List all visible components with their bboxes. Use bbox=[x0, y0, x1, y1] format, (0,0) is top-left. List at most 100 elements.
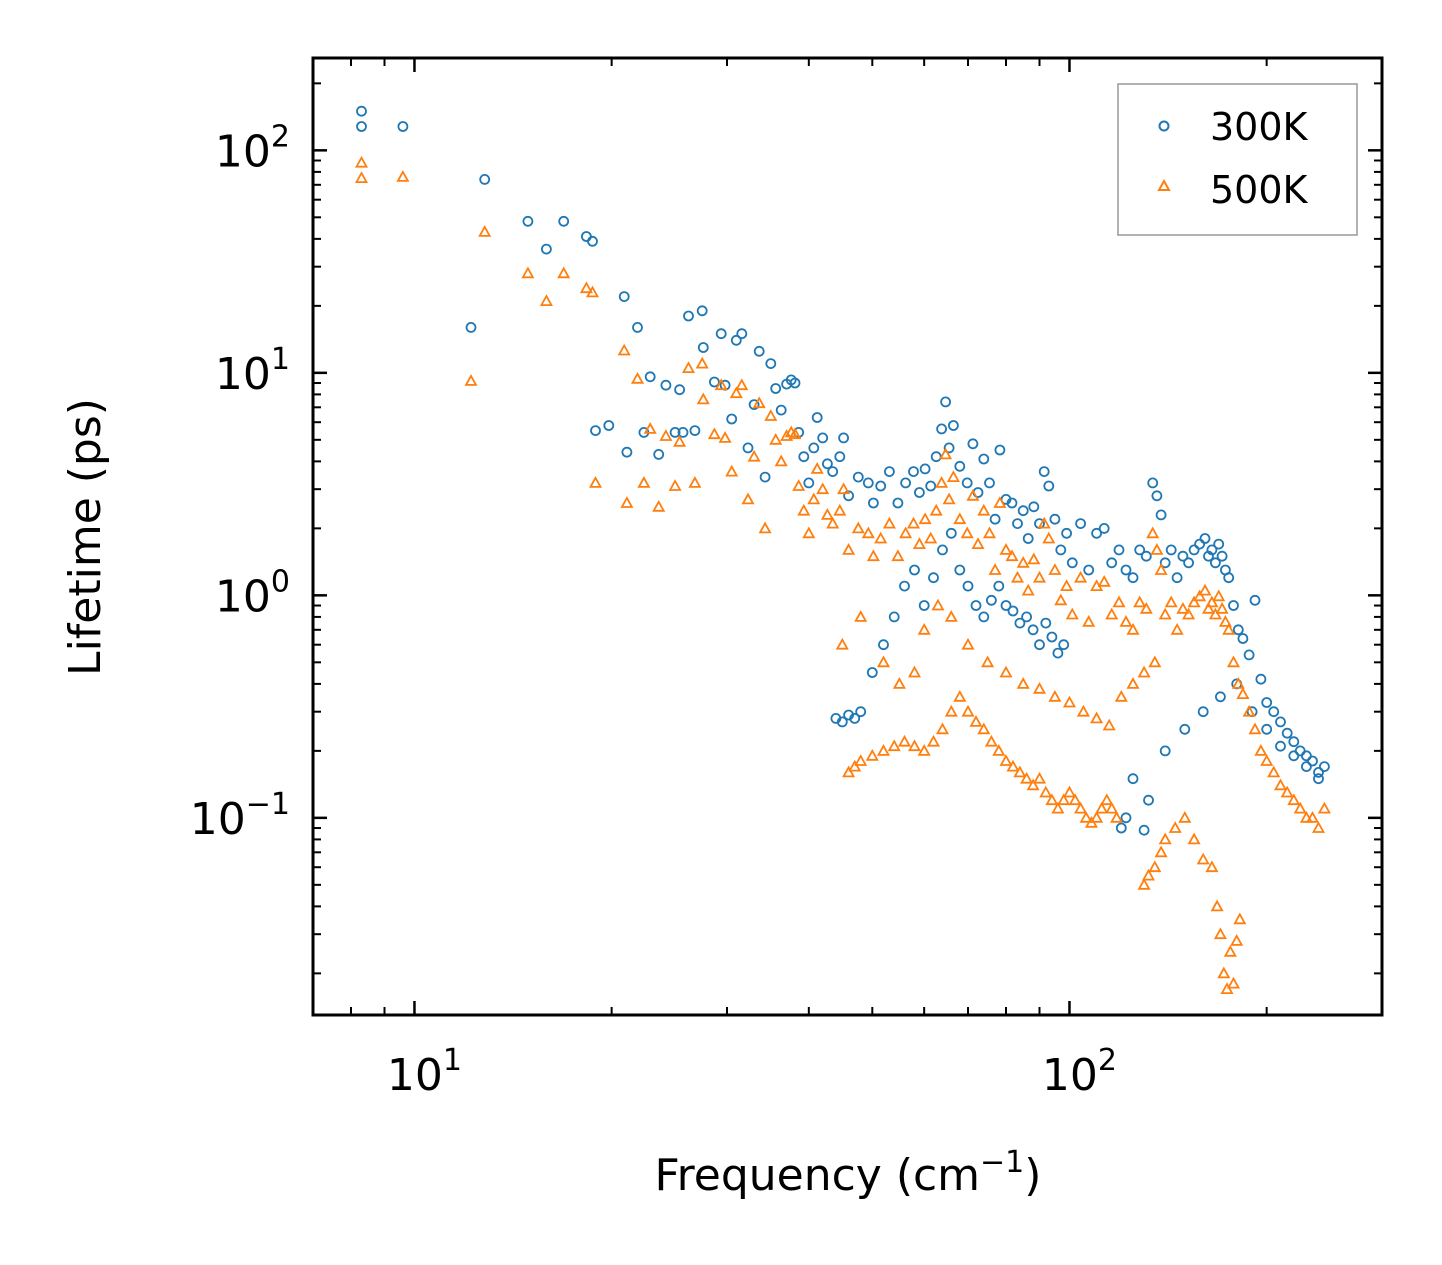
point-500k bbox=[1068, 793, 1082, 806]
point-500k bbox=[752, 396, 766, 409]
point-500k bbox=[865, 748, 879, 761]
point-300k bbox=[1237, 633, 1249, 644]
point-500k bbox=[929, 503, 943, 516]
point-500k bbox=[1037, 516, 1051, 529]
point-500k bbox=[1062, 785, 1077, 798]
point-300k bbox=[1127, 773, 1139, 785]
point-500k bbox=[1158, 607, 1172, 620]
point-500k bbox=[876, 655, 891, 668]
point-500k bbox=[688, 476, 702, 488]
point-300k bbox=[677, 426, 689, 438]
point-300k bbox=[1106, 557, 1118, 569]
point-300k bbox=[1091, 527, 1102, 539]
point-300k bbox=[1213, 538, 1225, 550]
point-300k bbox=[1046, 631, 1058, 643]
point-500k bbox=[1137, 877, 1151, 890]
point-300k bbox=[827, 466, 839, 478]
point-500k bbox=[718, 431, 732, 443]
point-300k bbox=[817, 432, 829, 444]
point-300k bbox=[683, 310, 694, 322]
point-300k bbox=[868, 497, 879, 509]
point-500k bbox=[1158, 832, 1172, 845]
point-300k bbox=[789, 377, 801, 389]
point-500k bbox=[1126, 622, 1140, 635]
point-500k bbox=[1006, 759, 1020, 772]
point-300k bbox=[954, 460, 966, 472]
point-300k bbox=[1115, 822, 1127, 834]
point-300k bbox=[697, 342, 709, 353]
point-500k bbox=[1126, 677, 1140, 689]
point-300k bbox=[1232, 624, 1244, 636]
point-500k bbox=[1032, 771, 1047, 784]
point-300k bbox=[866, 667, 878, 678]
point-300k bbox=[1179, 723, 1191, 735]
point-300k bbox=[759, 471, 771, 483]
point-300k bbox=[1007, 605, 1019, 617]
point-500k bbox=[981, 655, 995, 668]
point-300k bbox=[558, 215, 570, 227]
point-300k bbox=[1061, 527, 1072, 539]
point-300k bbox=[730, 334, 742, 346]
point-500k bbox=[1231, 677, 1245, 689]
point-500k bbox=[917, 622, 931, 635]
point-500k bbox=[579, 281, 593, 294]
point-500k bbox=[695, 356, 709, 369]
point-300k bbox=[943, 442, 955, 454]
point-300k bbox=[1058, 639, 1070, 651]
point-300k bbox=[1155, 509, 1167, 521]
x-axis-title-exponent: −1 bbox=[980, 1145, 1024, 1180]
point-300k bbox=[1177, 550, 1189, 562]
point-500k bbox=[1016, 677, 1030, 689]
point-300k bbox=[618, 291, 630, 303]
point-300k bbox=[919, 463, 931, 475]
point-300k bbox=[621, 446, 633, 458]
point-500k bbox=[1074, 570, 1088, 583]
point-300k bbox=[967, 438, 979, 450]
point-500k bbox=[1212, 589, 1226, 602]
point-500k bbox=[1215, 601, 1229, 614]
point-500k bbox=[1065, 607, 1079, 620]
point-500k bbox=[939, 447, 953, 460]
point-500k bbox=[866, 549, 880, 562]
point-500k bbox=[1170, 622, 1184, 635]
point-300k bbox=[1307, 755, 1318, 767]
point-500k bbox=[1137, 665, 1151, 678]
point-500k bbox=[668, 479, 682, 491]
point-500k bbox=[1148, 655, 1162, 668]
point-300k bbox=[1216, 550, 1228, 562]
point-500k bbox=[1223, 944, 1237, 957]
point-500k bbox=[946, 470, 960, 483]
point-500k bbox=[1045, 793, 1059, 806]
point-300k bbox=[1151, 490, 1163, 502]
point-300k bbox=[1022, 533, 1034, 544]
point-500k bbox=[918, 512, 932, 525]
point-500k bbox=[874, 531, 888, 544]
point-300k bbox=[696, 305, 708, 317]
point-500k bbox=[1074, 801, 1088, 814]
point-300k bbox=[875, 480, 887, 492]
point-300k bbox=[1319, 761, 1330, 772]
point-300k bbox=[356, 105, 367, 117]
point-500k bbox=[1280, 785, 1294, 798]
point-500k bbox=[1112, 595, 1126, 608]
x-axis-title-end: ) bbox=[1024, 1150, 1041, 1201]
point-500k bbox=[935, 476, 949, 488]
point-300k bbox=[644, 371, 656, 383]
point-300k bbox=[736, 328, 748, 340]
point-500k bbox=[1150, 543, 1164, 555]
point-500k bbox=[1154, 845, 1168, 858]
point-500k bbox=[1032, 570, 1047, 583]
point-500k bbox=[891, 549, 905, 562]
point-500k bbox=[797, 503, 811, 516]
point-300k bbox=[1134, 544, 1146, 556]
point-300k bbox=[1113, 544, 1125, 556]
point-300k bbox=[1301, 750, 1312, 762]
point-500k bbox=[652, 499, 666, 512]
point-300k bbox=[1249, 594, 1261, 606]
point-500k bbox=[912, 537, 926, 549]
point-300k bbox=[936, 423, 947, 435]
point-300k bbox=[1261, 723, 1273, 735]
point-500k bbox=[1273, 778, 1288, 791]
point-300k bbox=[892, 497, 904, 509]
